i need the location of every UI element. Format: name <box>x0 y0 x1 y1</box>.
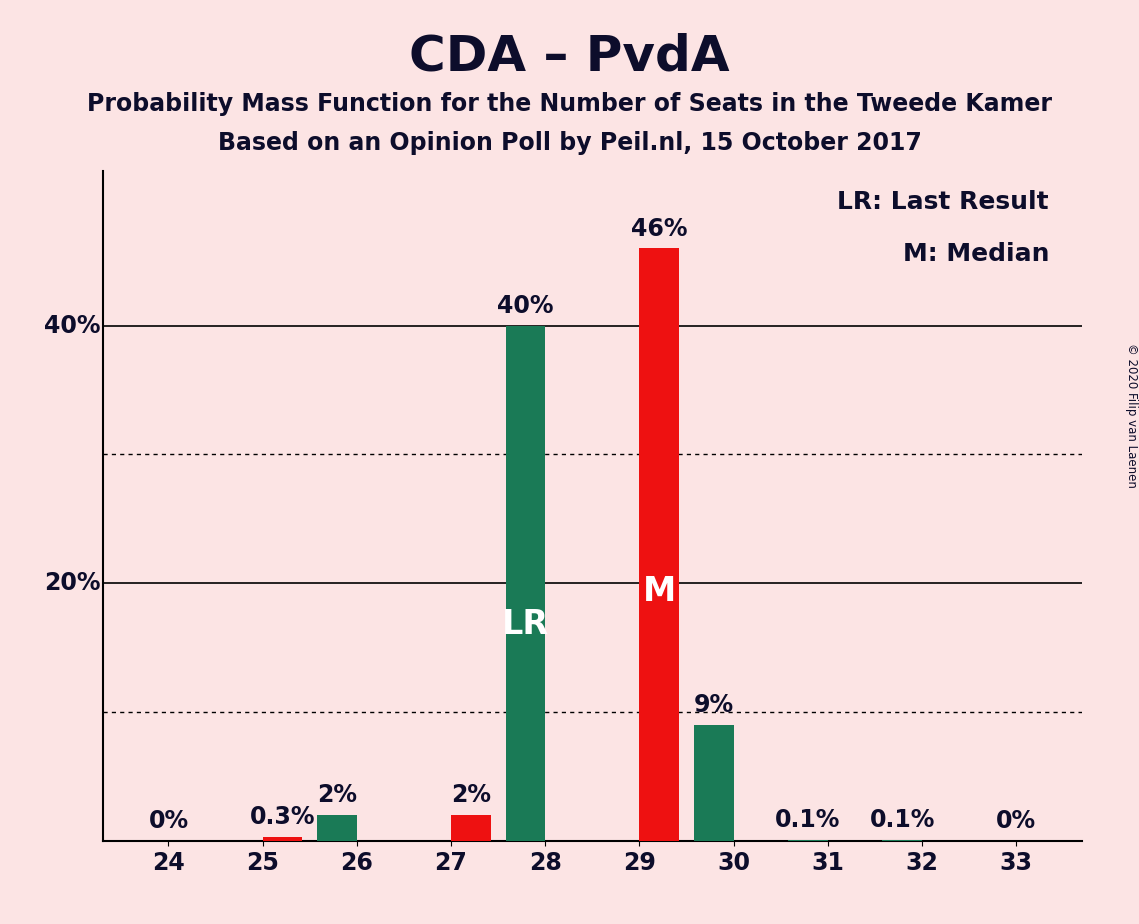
Text: M: Median: M: Median <box>902 242 1049 266</box>
Text: 46%: 46% <box>631 216 688 240</box>
Text: M: M <box>642 576 675 608</box>
Text: 0%: 0% <box>997 809 1036 833</box>
Text: Based on an Opinion Poll by Peil.nl, 15 October 2017: Based on an Opinion Poll by Peil.nl, 15 … <box>218 131 921 155</box>
Bar <box>318 815 357 841</box>
Text: © 2020 Filip van Laenen: © 2020 Filip van Laenen <box>1124 344 1138 488</box>
Text: 0.1%: 0.1% <box>869 808 935 832</box>
Text: CDA – PvdA: CDA – PvdA <box>409 32 730 80</box>
Text: 2%: 2% <box>317 784 357 808</box>
Bar <box>263 837 302 841</box>
Text: 20%: 20% <box>44 571 100 595</box>
Bar <box>451 815 491 841</box>
Text: 2%: 2% <box>451 784 491 808</box>
Text: LR: Last Result: LR: Last Result <box>837 190 1049 214</box>
Text: LR: LR <box>502 608 549 641</box>
Text: 40%: 40% <box>44 313 100 337</box>
Text: 0.3%: 0.3% <box>249 805 316 829</box>
Text: 40%: 40% <box>497 294 554 318</box>
Bar <box>694 725 734 841</box>
Bar <box>788 840 828 841</box>
Text: 9%: 9% <box>694 693 734 717</box>
Bar <box>883 840 921 841</box>
Text: 0.1%: 0.1% <box>776 808 841 832</box>
Text: 0%: 0% <box>148 809 188 833</box>
Bar <box>639 249 679 841</box>
Bar <box>506 325 546 841</box>
Text: Probability Mass Function for the Number of Seats in the Tweede Kamer: Probability Mass Function for the Number… <box>87 92 1052 116</box>
